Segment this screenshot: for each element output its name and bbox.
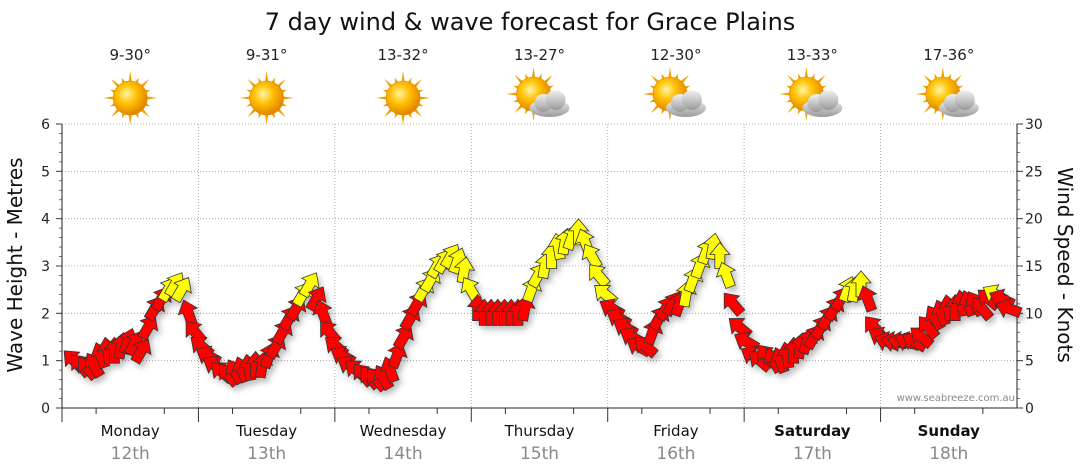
sun-icon (239, 71, 294, 125)
day-temperature: 9-30° (109, 46, 151, 64)
day-name: Monday (101, 422, 160, 440)
y-left-tick: 5 (41, 164, 50, 180)
y-left-tick: 3 (41, 259, 50, 275)
y-right-tick: 20 (1025, 212, 1043, 228)
wind-arrow (856, 285, 878, 313)
wind-arrow (170, 277, 192, 304)
y-left-tick: 0 (41, 401, 50, 417)
y-left-tick: 6 (41, 117, 50, 133)
sun-icon (103, 71, 158, 125)
y-left-tick: 1 (41, 354, 50, 370)
y-left-tick: 2 (41, 306, 50, 322)
wind-arrow (298, 272, 320, 299)
partly-cloudy-icon (779, 67, 843, 121)
y-right-tick: 15 (1025, 259, 1043, 275)
day-date: 12th (111, 444, 150, 464)
wind-arrow (581, 243, 603, 270)
wind-arrow (589, 264, 611, 289)
day-name: Tuesday (235, 422, 297, 440)
y-right-tick: 0 (1025, 401, 1034, 417)
partly-cloudy-icon (642, 67, 706, 121)
day-name: Saturday (774, 422, 851, 440)
day-temperature: 13-27° (514, 46, 565, 64)
day-date: 15th (520, 444, 559, 464)
weather-icons (103, 67, 979, 125)
y-right-axis-label: Wind Speed - Knots (1053, 167, 1077, 363)
y-right-tick: 10 (1025, 306, 1043, 322)
day-name: Thursday (504, 422, 575, 440)
wind-arrow (634, 337, 659, 359)
partly-cloudy-icon (506, 67, 570, 121)
y-left-axis-label: Wave Height - Metres (3, 157, 27, 372)
day-temperature: 13-32° (378, 46, 429, 64)
daily-temperatures: 9-30° 9-31° 13-32° 13-27° 12-30° 13-33° 17-36° (109, 46, 974, 64)
chart-axes: 0 1 2 3 4 5 6 0 5 10 15 20 25 30 (41, 117, 1043, 422)
day-temperature: 12-30° (650, 46, 701, 64)
chart-title: 7 day wind & wave forecast for Grace Pla… (265, 8, 796, 36)
day-temperature: 9-31° (246, 46, 288, 64)
wind-arrows (63, 218, 1023, 393)
y-left-tick: 4 (41, 212, 50, 228)
day-date: 17th (793, 444, 832, 464)
day-date: 18th (929, 444, 968, 464)
day-date: 16th (656, 444, 695, 464)
wind-arrow (312, 299, 333, 327)
watermark: www.seabreeze.com.au (897, 393, 1015, 404)
wind-arrow (177, 299, 199, 327)
day-date: 13th (247, 444, 286, 464)
y-right-tick: 30 (1025, 117, 1043, 133)
day-date: 14th (384, 444, 423, 464)
sun-icon (376, 71, 431, 125)
y-right-tick: 25 (1025, 164, 1043, 180)
day-name: Wednesday (360, 422, 447, 440)
day-name: Sunday (918, 422, 981, 440)
y-right-tick: 5 (1025, 354, 1034, 370)
day-temperature: 17-36° (923, 46, 974, 64)
wind-arrow (995, 297, 1023, 319)
wind-arrow (723, 292, 746, 317)
day-temperature: 13-33° (787, 46, 838, 64)
partly-cloudy-icon (915, 67, 979, 121)
day-name: Friday (653, 422, 699, 440)
wind-arrow (130, 338, 152, 365)
wind-arrow (715, 261, 737, 289)
day-labels: Monday 12th Tuesday 13th Wednesday 14th Thursd… (101, 422, 981, 464)
